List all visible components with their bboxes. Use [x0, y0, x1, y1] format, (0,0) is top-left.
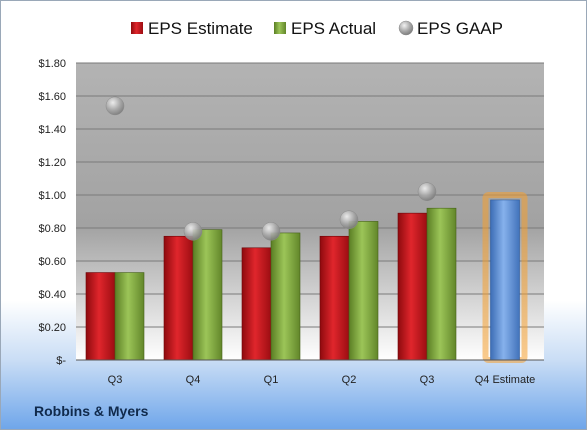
plot-area [76, 63, 544, 360]
eps-estimate-bar [241, 247, 272, 361]
x-tick-label: Q3 [420, 374, 435, 386]
company-name: Robbins & Myers [34, 403, 149, 419]
legend-swatch [131, 22, 143, 34]
y-tick-label: $0.40 [38, 289, 66, 301]
x-tick-label: Q2 [342, 374, 357, 386]
eps-gaap-marker [339, 210, 359, 229]
x-tick-label: Q4 [186, 374, 201, 386]
eps-estimate-bar [85, 272, 116, 361]
legend-label: EPS GAAP [417, 19, 503, 38]
y-tick-label: $- [56, 355, 66, 367]
y-tick-label: $0.60 [38, 256, 66, 268]
legend-swatch [398, 20, 414, 36]
y-tick-label: $1.60 [38, 91, 66, 103]
eps-gaap-marker [105, 96, 125, 116]
eps-gaap-marker [417, 182, 437, 201]
y-tick-label: $0.20 [38, 322, 66, 334]
eps-actual-bar [426, 207, 457, 361]
y-tick-label: $1.00 [38, 190, 66, 202]
eps-actual-bar [192, 229, 223, 361]
eps-actual-bar [114, 272, 145, 361]
eps-gaap-marker [183, 222, 203, 241]
eps-gaap-marker [261, 222, 281, 241]
y-tick-label: $0.80 [38, 223, 66, 235]
eps-estimate-bar [163, 235, 194, 361]
eps-actual-bar [348, 221, 379, 361]
eps-estimate-bar-highlight [490, 199, 520, 361]
x-tick-label: Q1 [264, 374, 279, 386]
y-tick-label: $1.20 [38, 157, 66, 169]
eps-actual-bar [270, 232, 301, 361]
x-tick-label: Q3 [108, 374, 123, 386]
legend-label: EPS Actual [291, 19, 376, 38]
legend-label: EPS Estimate [148, 19, 253, 38]
eps-estimate-bar [319, 235, 350, 361]
legend-swatch [274, 22, 286, 34]
y-tick-label: $1.80 [38, 58, 66, 70]
eps-estimate-bar [397, 212, 428, 361]
y-tick-label: $1.40 [38, 124, 66, 136]
x-tick-label: Q4 Estimate [475, 374, 536, 386]
